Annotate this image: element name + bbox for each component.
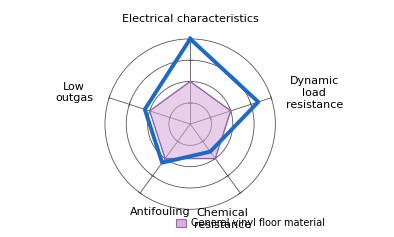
Text: Low
outgas: Low outgas [55, 82, 93, 103]
Polygon shape [150, 82, 231, 159]
Text: Electrical characteristics: Electrical characteristics [122, 14, 258, 23]
Text: Antifouling: Antifouling [130, 207, 191, 217]
Text: Chemical
resistance: Chemical resistance [194, 208, 251, 230]
Legend: General vinyl floor material: General vinyl floor material [175, 216, 327, 230]
Text: Dynamic
load
resistance: Dynamic load resistance [286, 76, 343, 110]
